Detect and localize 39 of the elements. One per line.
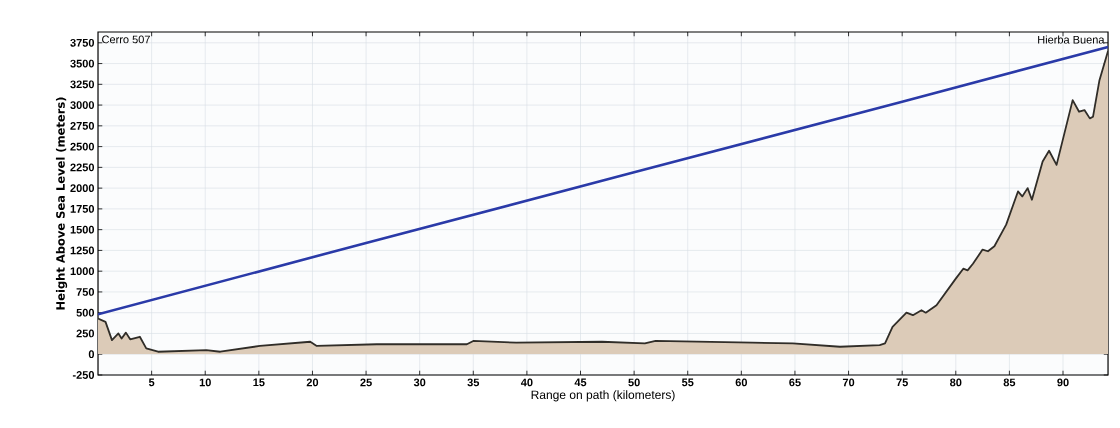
x-tick-label: 70 bbox=[842, 378, 855, 387]
y-tick-label: 2750 bbox=[70, 121, 95, 130]
x-tick-label: 10 bbox=[199, 378, 211, 387]
y-tick-label: 1500 bbox=[70, 225, 95, 234]
y-axis-title: Height Above Sea Level (meters) bbox=[55, 97, 68, 310]
x-tick-label: 5 bbox=[148, 378, 155, 387]
y-tick-label: 500 bbox=[76, 308, 95, 317]
x-tick-label: 55 bbox=[681, 378, 694, 387]
y-tick-label: 2500 bbox=[70, 142, 95, 151]
y-tick-label: 1000 bbox=[70, 267, 95, 276]
annotation: Cerro 507 bbox=[102, 35, 150, 44]
x-tick-label: 80 bbox=[950, 378, 962, 387]
y-tick-label: 750 bbox=[76, 288, 95, 296]
y-tick-label: 2250 bbox=[70, 163, 95, 172]
y-tick-label: 3000 bbox=[70, 101, 95, 109]
x-tick-label: 50 bbox=[628, 378, 640, 387]
x-tick-label: 45 bbox=[574, 378, 587, 387]
y-tick-label: 250 bbox=[76, 329, 95, 338]
x-tick-label: 40 bbox=[520, 378, 533, 387]
y-tick-label: 3250 bbox=[70, 80, 95, 89]
annotation: Hierba Buena bbox=[1038, 35, 1105, 44]
x-tick-label: 15 bbox=[253, 378, 265, 387]
x-tick-label: 75 bbox=[896, 378, 908, 387]
y-tick-label: 1750 bbox=[70, 205, 95, 213]
x-tick-label: 35 bbox=[467, 378, 480, 387]
x-tick-label: 90 bbox=[1057, 378, 1069, 387]
x-tick-label: 25 bbox=[360, 378, 372, 387]
x-tick-label: 60 bbox=[735, 378, 747, 387]
y-tick-label: 0 bbox=[88, 350, 95, 359]
x-tick-label: 85 bbox=[1003, 378, 1016, 387]
y-tick-label: 1250 bbox=[70, 246, 95, 255]
y-tick-label: 3750 bbox=[70, 38, 95, 47]
x-tick-label: 20 bbox=[306, 378, 319, 387]
y-tick-label: -250 bbox=[72, 371, 95, 379]
x-tick-label: 30 bbox=[413, 378, 426, 387]
y-tick-label: 3500 bbox=[70, 59, 95, 68]
x-axis-title: Range on path (kilometers) bbox=[531, 390, 675, 402]
x-tick-label: 65 bbox=[789, 378, 801, 387]
y-tick-label: 2000 bbox=[70, 184, 95, 193]
